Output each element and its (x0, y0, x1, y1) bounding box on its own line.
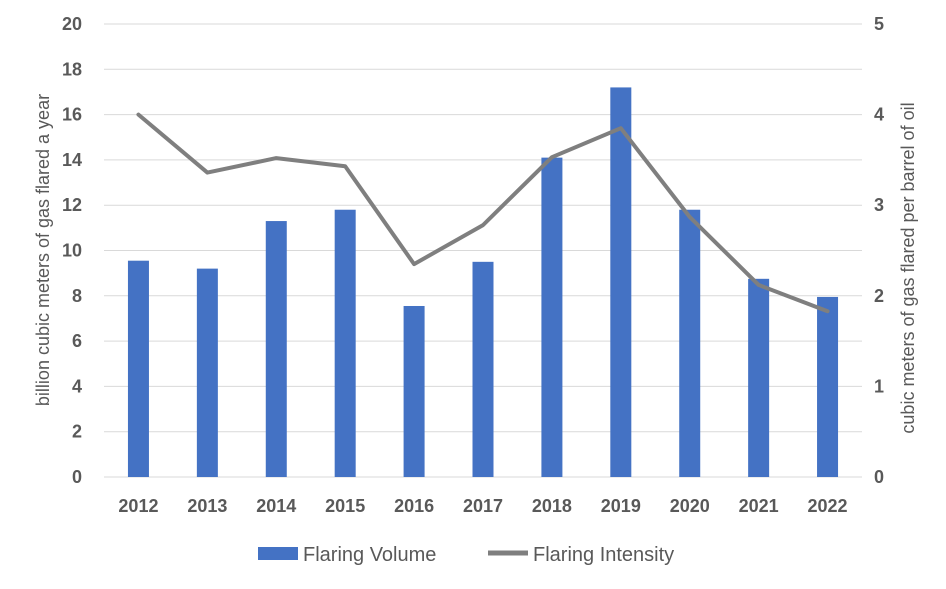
bar-2022 (817, 296, 839, 477)
x-tick-label: 2020 (670, 496, 710, 516)
bar-2014 (265, 221, 287, 477)
y-tick-label: 8 (72, 286, 82, 306)
legend-label-flaring-volume: Flaring Volume (303, 544, 436, 566)
y2-tick-label: 4 (874, 105, 884, 125)
y-tick-label: 18 (62, 59, 82, 79)
x-tick-label: 2015 (325, 496, 365, 516)
y-tick-label: 16 (62, 105, 82, 125)
bar-2012 (127, 260, 149, 477)
x-tick-label: 2016 (394, 496, 434, 516)
left-axis-ticks: 0 2 4 6 8 10 12 14 16 18 20 (62, 14, 82, 487)
y-tick-label: 0 (72, 467, 82, 487)
x-tick-label: 2019 (601, 496, 641, 516)
y-tick-label: 12 (62, 195, 82, 215)
right-axis-title: cubic meters of gas flared per barrel of… (898, 102, 918, 433)
x-tick-label: 2012 (118, 496, 158, 516)
right-axis-ticks: 0 1 2 3 4 5 (874, 14, 884, 487)
x-tick-label: 2013 (187, 496, 227, 516)
x-tick-label: 2017 (463, 496, 503, 516)
bar-2021 (748, 278, 770, 477)
y2-tick-label: 5 (874, 14, 884, 34)
x-tick-label: 2014 (256, 496, 296, 516)
x-tick-label: 2022 (808, 496, 848, 516)
x-tick-label: 2021 (739, 496, 779, 516)
line-series-flaring-intensity (136, 112, 830, 314)
y2-tick-label: 1 (874, 376, 884, 396)
legend-swatch-flaring-volume (258, 547, 298, 560)
bar-series-flaring-volume (127, 87, 839, 478)
y-tick-label: 6 (72, 331, 82, 351)
bar-2016 (403, 305, 425, 477)
bar-2018 (541, 157, 563, 477)
legend: Flaring Volume Flaring Intensity (258, 544, 674, 566)
y-tick-label: 4 (72, 376, 82, 396)
y-tick-label: 2 (72, 422, 82, 442)
y-tick-label: 10 (62, 241, 82, 261)
y2-tick-label: 0 (874, 467, 884, 487)
bar-2019 (610, 87, 632, 478)
legend-label-flaring-intensity: Flaring Intensity (533, 544, 674, 566)
bar-2015 (334, 209, 356, 478)
y2-tick-label: 3 (874, 195, 884, 215)
y2-tick-label: 2 (874, 286, 884, 306)
bar-2020 (679, 209, 701, 478)
left-axis-title: billion cubic meters of gas flared a yea… (33, 94, 53, 406)
y-tick-label: 14 (62, 150, 82, 170)
x-axis-ticks: 2012 2013 2014 2015 2016 2017 2018 2019 2020 2021… (118, 496, 847, 516)
bar-2013 (196, 268, 218, 477)
bar-2017 (472, 261, 494, 477)
y-tick-label: 20 (62, 14, 82, 34)
x-tick-label: 2018 (532, 496, 572, 516)
